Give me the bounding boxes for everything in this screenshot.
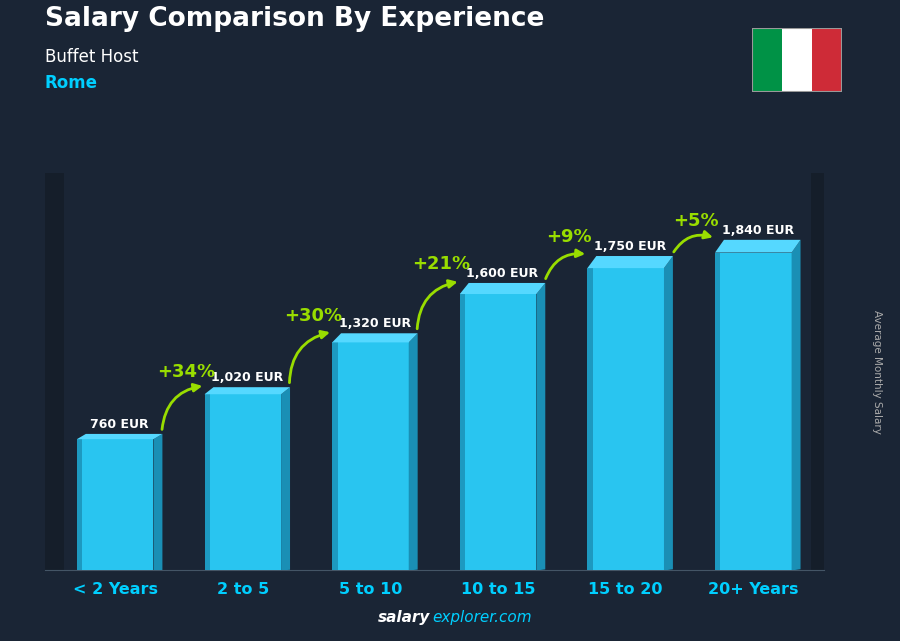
Text: +34%: +34% — [157, 363, 215, 381]
Polygon shape — [409, 333, 418, 570]
Bar — [76, 439, 154, 570]
Bar — [782, 28, 813, 92]
Bar — [460, 294, 465, 570]
Bar — [332, 342, 338, 570]
Bar — [811, 173, 830, 570]
Bar — [45, 173, 64, 570]
Text: salary: salary — [378, 610, 430, 625]
Bar — [204, 394, 281, 570]
Text: 1,600 EUR: 1,600 EUR — [466, 267, 538, 280]
Polygon shape — [204, 387, 290, 394]
Bar — [332, 342, 409, 570]
Polygon shape — [536, 283, 545, 570]
Text: +21%: +21% — [412, 255, 470, 273]
Bar — [752, 28, 782, 92]
Bar — [460, 294, 536, 570]
Text: 1,320 EUR: 1,320 EUR — [338, 317, 411, 330]
Text: Average Monthly Salary: Average Monthly Salary — [872, 310, 883, 434]
Polygon shape — [792, 240, 800, 570]
Polygon shape — [664, 256, 673, 570]
Text: +5%: +5% — [673, 212, 719, 229]
Bar — [76, 439, 82, 570]
Text: 1,840 EUR: 1,840 EUR — [722, 224, 794, 237]
Bar — [715, 253, 792, 570]
Polygon shape — [332, 333, 418, 342]
Bar — [588, 268, 664, 570]
Polygon shape — [281, 387, 290, 570]
Text: Buffet Host: Buffet Host — [45, 48, 139, 66]
Text: +30%: +30% — [284, 308, 342, 326]
Bar — [813, 28, 842, 92]
Polygon shape — [715, 240, 800, 253]
Text: Rome: Rome — [45, 74, 98, 92]
Text: +9%: +9% — [545, 228, 591, 246]
Polygon shape — [460, 283, 545, 294]
Polygon shape — [588, 256, 673, 268]
Text: 760 EUR: 760 EUR — [90, 418, 149, 431]
Text: explorer.com: explorer.com — [432, 610, 532, 625]
Bar — [588, 268, 593, 570]
Polygon shape — [76, 434, 162, 439]
Bar — [715, 253, 720, 570]
Bar — [204, 394, 210, 570]
Text: 1,020 EUR: 1,020 EUR — [212, 371, 284, 384]
Text: 1,750 EUR: 1,750 EUR — [594, 240, 666, 253]
Text: Salary Comparison By Experience: Salary Comparison By Experience — [45, 6, 544, 33]
Polygon shape — [154, 434, 162, 570]
